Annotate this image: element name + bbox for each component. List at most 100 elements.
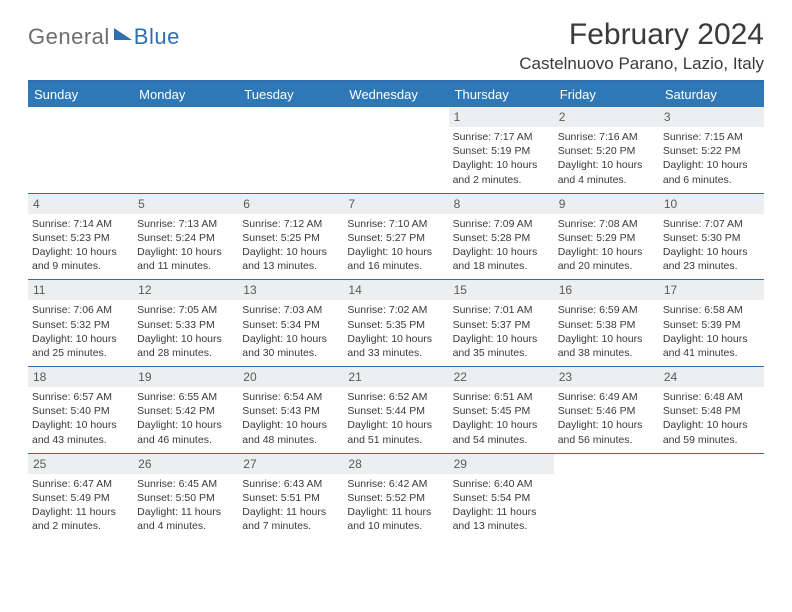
day-info: Sunrise: 7:13 AMSunset: 5:24 PMDaylight:… [137,217,234,274]
weekday-header: Saturday [659,82,764,107]
day-number: 18 [28,367,133,387]
calendar-day-cell [659,453,764,539]
day-number: 11 [28,280,133,300]
sunrise-text: Sunrise: 7:17 AM [453,130,550,144]
daylight-text: Daylight: 10 hours and 38 minutes. [558,332,655,360]
calendar-day-cell: 7Sunrise: 7:10 AMSunset: 5:27 PMDaylight… [343,193,448,280]
sunrise-text: Sunrise: 6:55 AM [137,390,234,404]
sunset-text: Sunset: 5:34 PM [242,318,339,332]
brand-part1: General [28,24,110,50]
sunset-text: Sunset: 5:52 PM [347,491,444,505]
calendar-day-cell: 3 Sunrise: 7:15 AMSunset: 5:22 PMDaylight… [659,107,764,193]
calendar-day-cell: 8Sunrise: 7:09 AMSunset: 5:28 PMDaylight… [449,193,554,280]
day-info: Sunrise: 6:59 AMSunset: 5:38 PMDaylight:… [558,303,655,360]
calendar-day-cell: 14Sunrise: 7:02 AMSunset: 5:35 PMDayligh… [343,280,448,367]
calendar-day-cell: 26Sunrise: 6:45 AMSunset: 5:50 PMDayligh… [133,453,238,539]
calendar-day-cell: 13Sunrise: 7:03 AMSunset: 5:34 PMDayligh… [238,280,343,367]
brand-part2: Blue [134,24,180,50]
day-number: 19 [133,367,238,387]
daylight-text: Daylight: 10 hours and 30 minutes. [242,332,339,360]
day-info: Sunrise: 7:15 AMSunset: 5:22 PMDaylight:… [663,130,760,187]
daylight-text: Daylight: 10 hours and 23 minutes. [663,245,760,273]
sunset-text: Sunset: 5:35 PM [347,318,444,332]
calendar-day-cell [238,107,343,193]
sunset-text: Sunset: 5:25 PM [242,231,339,245]
sunrise-text: Sunrise: 6:57 AM [32,390,129,404]
sunset-text: Sunset: 5:39 PM [663,318,760,332]
sunrise-text: Sunrise: 7:13 AM [137,217,234,231]
calendar-day-cell: 6Sunrise: 7:12 AMSunset: 5:25 PMDaylight… [238,193,343,280]
day-number: 3 [659,107,764,127]
sunrise-text: Sunrise: 7:10 AM [347,217,444,231]
calendar-day-cell: 11Sunrise: 7:06 AMSunset: 5:32 PMDayligh… [28,280,133,367]
day-number: 27 [238,454,343,474]
sunset-text: Sunset: 5:37 PM [453,318,550,332]
sunrise-text: Sunrise: 6:59 AM [558,303,655,317]
day-number: 6 [238,194,343,214]
day-number: 14 [343,280,448,300]
sunset-text: Sunset: 5:27 PM [347,231,444,245]
daylight-text: Daylight: 11 hours and 2 minutes. [32,505,129,533]
day-number: 29 [449,454,554,474]
calendar-page: General Blue February 2024 Castelnuovo P… [0,0,792,539]
calendar-day-cell: 25Sunrise: 6:47 AMSunset: 5:49 PMDayligh… [28,453,133,539]
day-info: Sunrise: 7:01 AMSunset: 5:37 PMDaylight:… [453,303,550,360]
sunrise-text: Sunrise: 7:16 AM [558,130,655,144]
day-info: Sunrise: 7:09 AMSunset: 5:28 PMDaylight:… [453,217,550,274]
sunset-text: Sunset: 5:43 PM [242,404,339,418]
calendar-day-cell: 24Sunrise: 6:48 AMSunset: 5:48 PMDayligh… [659,367,764,454]
calendar-day-cell: 17 Sunrise: 6:58 AMSunset: 5:39 PMDayligh… [659,280,764,367]
month-title: February 2024 [519,18,764,52]
sunrise-text: Sunrise: 7:15 AM [663,130,760,144]
sunrise-text: Sunrise: 7:07 AM [663,217,760,231]
calendar-week-row: 25Sunrise: 6:47 AMSunset: 5:49 PMDayligh… [28,453,764,539]
calendar-day-cell: 4Sunrise: 7:14 AMSunset: 5:23 PMDaylight… [28,193,133,280]
sunrise-text: Sunrise: 6:42 AM [347,477,444,491]
day-info: Sunrise: 7:10 AMSunset: 5:27 PMDaylight:… [347,217,444,274]
day-number: 28 [343,454,448,474]
sunset-text: Sunset: 5:22 PM [663,144,760,158]
day-number: 26 [133,454,238,474]
calendar-week-row: 1Sunrise: 7:17 AMSunset: 5:19 PMDaylight… [28,107,764,193]
weekday-header: Monday [133,82,238,107]
sunset-text: Sunset: 5:49 PM [32,491,129,505]
sunset-text: Sunset: 5:40 PM [32,404,129,418]
sunrise-text: Sunrise: 7:08 AM [558,217,655,231]
day-number: 9 [554,194,659,214]
calendar-day-cell: 5Sunrise: 7:13 AMSunset: 5:24 PMDaylight… [133,193,238,280]
sunrise-text: Sunrise: 7:14 AM [32,217,129,231]
day-info: Sunrise: 7:16 AMSunset: 5:20 PMDaylight:… [558,130,655,187]
sunset-text: Sunset: 5:33 PM [137,318,234,332]
sunrise-text: Sunrise: 6:49 AM [558,390,655,404]
calendar-day-cell: 2Sunrise: 7:16 AMSunset: 5:20 PMDaylight… [554,107,659,193]
sunrise-text: Sunrise: 6:43 AM [242,477,339,491]
sunrise-text: Sunrise: 6:58 AM [663,303,760,317]
daylight-text: Daylight: 10 hours and 20 minutes. [558,245,655,273]
daylight-text: Daylight: 10 hours and 54 minutes. [453,418,550,446]
daylight-text: Daylight: 10 hours and 35 minutes. [453,332,550,360]
sunset-text: Sunset: 5:23 PM [32,231,129,245]
header: General Blue February 2024 Castelnuovo P… [28,18,764,74]
day-number: 22 [449,367,554,387]
day-number: 15 [449,280,554,300]
calendar-day-cell [343,107,448,193]
sunset-text: Sunset: 5:44 PM [347,404,444,418]
sunset-text: Sunset: 5:32 PM [32,318,129,332]
daylight-text: Daylight: 10 hours and 16 minutes. [347,245,444,273]
sunrise-text: Sunrise: 7:09 AM [453,217,550,231]
daylight-text: Daylight: 10 hours and 43 minutes. [32,418,129,446]
sunrise-text: Sunrise: 6:48 AM [663,390,760,404]
daylight-text: Daylight: 10 hours and 18 minutes. [453,245,550,273]
calendar-day-cell [554,453,659,539]
location-subtitle: Castelnuovo Parano, Lazio, Italy [519,54,764,74]
calendar-table: Sunday Monday Tuesday Wednesday Thursday… [28,82,764,539]
sunrise-text: Sunrise: 7:12 AM [242,217,339,231]
daylight-text: Daylight: 11 hours and 10 minutes. [347,505,444,533]
sunrise-text: Sunrise: 6:45 AM [137,477,234,491]
calendar-day-cell: 18 Sunrise: 6:57 AMSunset: 5:40 PMDayligh… [28,367,133,454]
day-number: 23 [554,367,659,387]
calendar-day-cell: 27Sunrise: 6:43 AMSunset: 5:51 PMDayligh… [238,453,343,539]
day-number: 17 [659,280,764,300]
daylight-text: Daylight: 10 hours and 41 minutes. [663,332,760,360]
brand-triangle-icon [114,28,132,40]
